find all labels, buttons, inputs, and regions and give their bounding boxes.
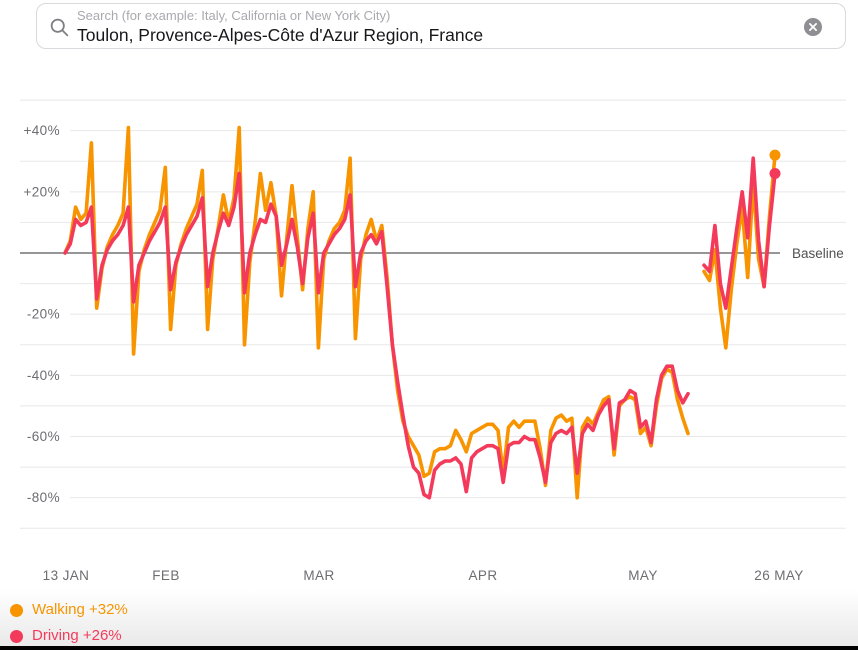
x-tick-label: 13 JAN: [43, 568, 90, 583]
y-axis-labels: +40% +20% -20% -40% -60% -80%: [23, 123, 60, 505]
x-axis-labels: 13 JAN FEB MAR APR MAY 26 MAY: [43, 568, 804, 583]
driving-line: [702, 156, 777, 310]
walking-endpoint-dot: [769, 149, 781, 161]
y-tick-label: -80%: [27, 490, 60, 505]
legend-driving-label: Driving +26%: [32, 627, 122, 644]
x-tick-label: APR: [469, 568, 498, 583]
clear-search-button[interactable]: [804, 18, 822, 36]
chart-legend: Walking +32% Driving +26%: [10, 601, 128, 650]
search-input-value[interactable]: Toulon, Provence-Alpes-Côte d'Azur Regio…: [77, 25, 484, 45]
footer-fade: [0, 590, 858, 646]
close-icon: [804, 18, 822, 36]
x-tick-label: MAY: [628, 568, 657, 583]
search-bar[interactable]: Search (for example: Italy, California o…: [36, 3, 846, 49]
y-tick-label: +20%: [23, 184, 60, 199]
driving-endpoint-dot: [769, 168, 781, 179]
y-tick-label: +40%: [23, 123, 60, 138]
driving-dot-icon: [10, 629, 23, 643]
y-tick-label: -60%: [27, 429, 60, 444]
search-placeholder: Search (for example: Italy, California o…: [77, 8, 391, 23]
y-tick-label: -20%: [27, 307, 60, 322]
bottom-bar: [0, 646, 858, 650]
x-tick-label: 26 MAY: [754, 568, 803, 583]
series-lines: [63, 125, 781, 500]
x-tick-label: MAR: [303, 568, 334, 583]
legend-item-walking[interactable]: Walking +32%: [10, 601, 128, 619]
walking-line: [63, 125, 690, 500]
search-text-block: Search (for example: Italy, California o…: [77, 8, 785, 46]
legend-item-driving[interactable]: Driving +26%: [10, 627, 128, 645]
baseline-label: Baseline: [792, 246, 844, 261]
y-tick-label: -40%: [27, 368, 60, 383]
search-icon: [50, 18, 69, 37]
x-tick-label: FEB: [152, 568, 179, 583]
walking-dot-icon: [10, 603, 23, 617]
legend-walking-label: Walking +32%: [32, 601, 128, 618]
driving-line: [63, 171, 690, 500]
walking-line: [702, 153, 777, 350]
